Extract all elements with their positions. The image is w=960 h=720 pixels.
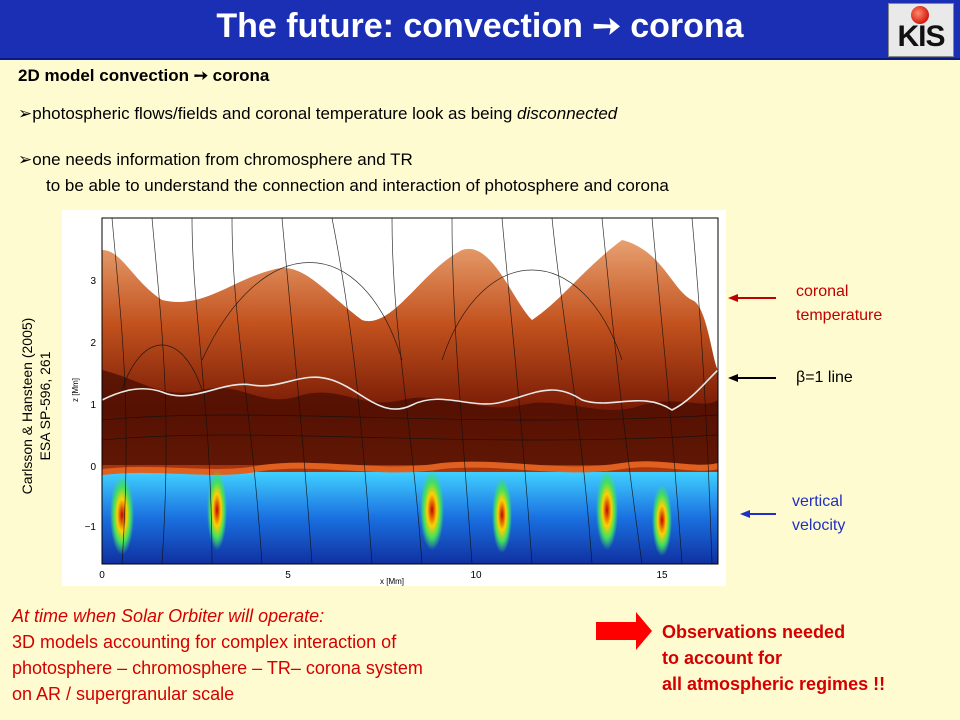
source-reference: ESA SP-596, 261 — [37, 351, 53, 461]
bullet-2-text: one needs information from chromosphere … — [32, 150, 413, 169]
future-line-4: on AR / supergranular scale — [12, 684, 235, 704]
x-tick-label: 5 — [285, 570, 291, 581]
title-bar: The future: convection ➙ corona KIS — [0, 0, 960, 60]
vertical-velocity-region — [102, 472, 718, 564]
y-tick-label: 2 — [90, 338, 96, 349]
bullet-1-emphasis: disconnected — [517, 104, 618, 123]
bullet-1-text: photospheric flows/fields and coronal te… — [32, 104, 518, 123]
bullet-1: ➢photospheric flows/fields and coronal t… — [18, 101, 617, 127]
y-tick-label: −1 — [85, 522, 97, 533]
bullet-2: ➢one needs information from chromosphere… — [18, 147, 669, 199]
obs-line-3: all atmospheric regimes !! — [662, 674, 886, 694]
vertical-velocity-label: vertical velocity — [792, 493, 846, 534]
dark-chromosphere-band — [102, 370, 718, 465]
bullet-2-line2: to be able to understand the connection … — [46, 176, 669, 195]
future-intro: At time when Solar Orbiter will operate: — [12, 606, 325, 626]
beta-line-label: β=1 line — [796, 369, 853, 386]
sun-icon — [911, 6, 929, 24]
x-tick-label: 10 — [470, 570, 482, 581]
simulation-figure: 0 5 10 15 x [Mm] −1 0 1 2 3 z [Mm] — [62, 210, 726, 586]
y-tick-label: 0 — [90, 462, 96, 473]
y-tick-label: 1 — [90, 400, 96, 411]
future-models-text: At time when Solar Orbiter will operate:… — [12, 603, 423, 707]
slide-title: The future: convection ➙ corona — [216, 7, 744, 45]
section-subtitle: 2D model convection ➙ corona — [18, 66, 270, 85]
future-line-2: 3D models accounting for complex interac… — [12, 632, 397, 652]
obs-line-2: to account for — [662, 648, 782, 668]
observations-needed-text: Observations needed to account for all a… — [662, 619, 885, 697]
right-arrow-icon — [596, 612, 652, 650]
x-tick-label: 15 — [656, 570, 668, 581]
source-citation: Carlsson & Hansteen (2005) — [19, 317, 35, 495]
y-tick-label: 3 — [90, 276, 96, 287]
figure-source: Carlsson & Hansteen (2005) ESA SP-596, 2… — [8, 278, 64, 518]
x-axis-label: x [Mm] — [380, 577, 404, 586]
obs-line-1: Observations needed — [662, 622, 846, 642]
beta-equals-one-line — [102, 369, 718, 411]
y-axis-label: z [Mm] — [71, 378, 80, 402]
bullet-arrow-icon: ➢ — [18, 150, 33, 169]
kis-logo: KIS — [888, 3, 954, 57]
bullet-arrow-icon: ➢ — [18, 104, 33, 123]
simulation-plot: 0 5 10 15 x [Mm] −1 0 1 2 3 z [Mm] — [71, 217, 719, 586]
coronal-temperature-label: coronal temperature — [796, 283, 883, 324]
x-tick-label: 0 — [99, 570, 105, 581]
future-line-3: photosphere – chromosphere – TR– corona … — [12, 658, 423, 678]
logo-text: KIS — [897, 20, 945, 53]
